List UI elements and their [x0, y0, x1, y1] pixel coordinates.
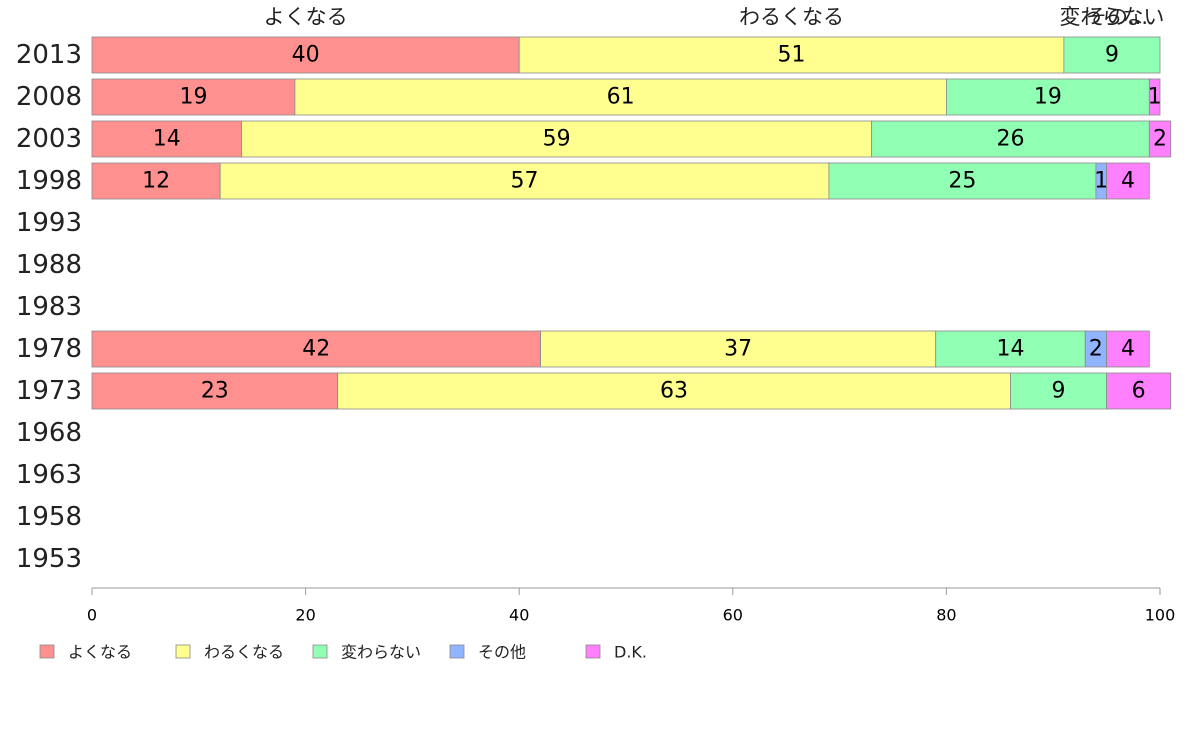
data-label: 40 — [292, 43, 320, 68]
x-tick-label: 40 — [509, 606, 529, 625]
year-label: 1963 — [16, 460, 82, 490]
legend-label: その他 — [478, 643, 526, 662]
x-tick-label: 80 — [936, 606, 956, 625]
legend-swatch — [585, 644, 601, 659]
top-category-label: 変わらない — [1059, 5, 1164, 29]
data-label: 1 — [1094, 169, 1108, 194]
top-category-label: よくなる — [264, 5, 348, 29]
year-label: 1998 — [16, 166, 82, 196]
legend-swatch — [175, 644, 191, 659]
data-label: 4 — [1121, 337, 1135, 362]
data-label: 19 — [1034, 85, 1062, 110]
bar-segment — [1106, 372, 1172, 410]
bar-segment — [91, 162, 221, 200]
data-label: 4 — [1121, 169, 1135, 194]
bar-segment — [1010, 372, 1107, 410]
year-label: 2008 — [16, 82, 82, 112]
bar-segment — [337, 372, 1011, 410]
bar-segment — [91, 120, 242, 158]
year-label: 1953 — [16, 544, 82, 574]
x-tick-label: 100 — [1145, 606, 1176, 625]
data-label: 14 — [153, 127, 181, 152]
data-label: 19 — [179, 85, 207, 110]
x-tick-label: 60 — [723, 606, 743, 625]
bar-segment — [828, 162, 1097, 200]
data-label: 1 — [1148, 85, 1162, 110]
bar-segment — [935, 330, 1086, 368]
year-label: 1988 — [16, 250, 82, 280]
data-label: 2 — [1089, 337, 1103, 362]
data-label: 59 — [543, 127, 571, 152]
legend-swatch — [39, 644, 55, 659]
legend-label: よくなる — [68, 643, 132, 662]
data-label: 42 — [302, 337, 330, 362]
x-tick-label: 20 — [295, 606, 315, 625]
legend-label: わるくなる — [204, 643, 284, 662]
bar-segment — [91, 330, 541, 368]
bar-segment — [241, 120, 873, 158]
data-label: 61 — [607, 85, 635, 110]
top-category-label: わるくなる — [739, 5, 844, 29]
bar-segment — [219, 162, 830, 200]
bar-segment — [91, 78, 296, 116]
bar-segment — [540, 330, 937, 368]
year-label: 1958 — [16, 502, 82, 532]
bar-segment — [518, 36, 1065, 74]
legend-label: 変わらない — [341, 643, 421, 662]
bar-segment — [1063, 36, 1161, 74]
year-label: 2013 — [16, 40, 82, 70]
data-label: 37 — [724, 337, 752, 362]
data-label: 26 — [996, 127, 1024, 152]
data-label: 2 — [1153, 127, 1167, 152]
year-label: 1973 — [16, 376, 82, 406]
bar-segment — [1106, 162, 1150, 200]
bar-segment — [294, 78, 947, 116]
year-label: 1968 — [16, 418, 82, 448]
data-label: 9 — [1052, 379, 1066, 404]
data-label: 9 — [1105, 43, 1119, 68]
legend-label: D.K. — [614, 643, 647, 662]
year-label: 1978 — [16, 334, 82, 364]
data-label: 25 — [948, 169, 976, 194]
bar-segment — [1148, 78, 1161, 116]
year-label: 1983 — [16, 292, 82, 322]
year-label: 2003 — [16, 124, 82, 154]
top-category-label: その... — [1086, 5, 1148, 29]
bar-segment — [871, 120, 1150, 158]
data-label: 23 — [201, 379, 229, 404]
data-label: 14 — [996, 337, 1024, 362]
data-label: 63 — [660, 379, 688, 404]
legend-swatch — [449, 644, 465, 659]
year-label: 1993 — [16, 208, 82, 238]
data-label: 6 — [1132, 379, 1146, 404]
legend-swatch — [312, 644, 328, 659]
data-label: 51 — [778, 43, 806, 68]
bar-segment — [946, 78, 1150, 116]
data-label: 12 — [142, 169, 170, 194]
x-tick-label: 0 — [87, 606, 97, 625]
data-label: 57 — [511, 169, 539, 194]
bar-segment — [1106, 330, 1150, 368]
bar-segment — [91, 372, 339, 410]
bar-segment — [91, 36, 520, 74]
bar-segment — [1148, 120, 1172, 158]
